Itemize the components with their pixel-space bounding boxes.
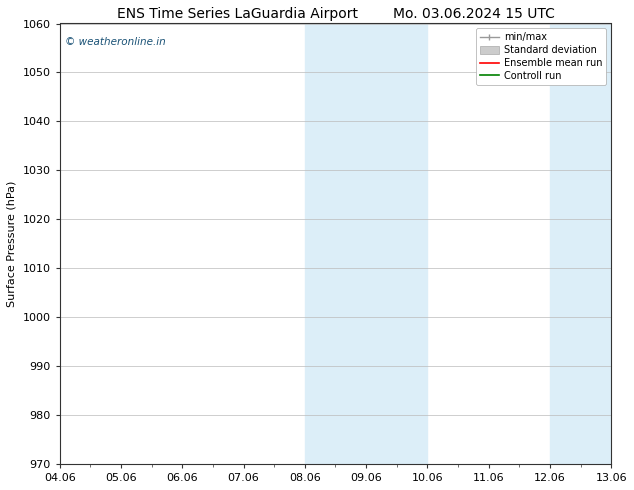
Bar — [550, 24, 611, 464]
Y-axis label: Surface Pressure (hPa): Surface Pressure (hPa) — [7, 181, 17, 307]
Bar — [305, 24, 366, 464]
Bar — [366, 24, 427, 464]
Bar — [611, 24, 634, 464]
Legend: min/max, Standard deviation, Ensemble mean run, Controll run: min/max, Standard deviation, Ensemble me… — [476, 28, 606, 85]
Text: © weatheronline.in: © weatheronline.in — [65, 37, 166, 47]
Title: ENS Time Series LaGuardia Airport        Mo. 03.06.2024 15 UTC: ENS Time Series LaGuardia Airport Mo. 03… — [117, 7, 554, 21]
